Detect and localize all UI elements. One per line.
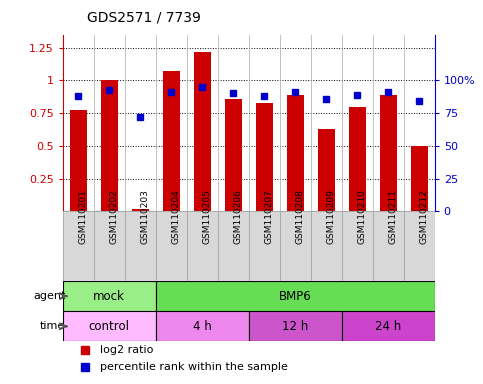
Text: agent: agent <box>33 291 65 301</box>
Bar <box>342 211 373 281</box>
Text: GSM110205: GSM110205 <box>202 189 211 244</box>
Text: GSM110212: GSM110212 <box>419 189 428 244</box>
Text: time: time <box>40 321 65 331</box>
Bar <box>342 311 435 341</box>
Text: GSM110204: GSM110204 <box>171 189 180 244</box>
Bar <box>225 99 242 211</box>
Text: GSM110209: GSM110209 <box>326 189 335 244</box>
Text: GSM110210: GSM110210 <box>357 189 366 244</box>
Text: GSM110203: GSM110203 <box>140 189 149 244</box>
Bar <box>63 211 94 281</box>
Bar <box>63 281 156 311</box>
Bar <box>249 211 280 281</box>
Bar <box>132 209 149 211</box>
Bar <box>349 106 366 211</box>
Bar <box>63 311 156 341</box>
Bar <box>163 71 180 211</box>
Bar <box>94 211 125 281</box>
Text: percentile rank within the sample: percentile rank within the sample <box>100 362 288 372</box>
Bar <box>156 211 187 281</box>
Bar <box>380 95 397 211</box>
Text: mock: mock <box>93 290 125 303</box>
Bar <box>287 95 304 211</box>
Bar <box>249 311 342 341</box>
Text: BMP6: BMP6 <box>279 290 312 303</box>
Bar <box>187 211 218 281</box>
Text: GSM110207: GSM110207 <box>264 189 273 244</box>
Bar <box>280 211 311 281</box>
Bar <box>125 211 156 281</box>
Text: control: control <box>89 320 130 333</box>
Text: log2 ratio: log2 ratio <box>100 345 154 355</box>
Text: 24 h: 24 h <box>375 320 401 333</box>
Bar <box>218 211 249 281</box>
Text: GSM110208: GSM110208 <box>295 189 304 244</box>
Bar <box>194 51 211 211</box>
Bar <box>318 129 335 211</box>
Text: GSM110201: GSM110201 <box>78 189 87 244</box>
Bar <box>311 211 342 281</box>
Text: GSM110202: GSM110202 <box>109 189 118 244</box>
Bar <box>156 311 249 341</box>
Bar <box>373 211 404 281</box>
Bar <box>101 80 118 211</box>
Text: GDS2571 / 7739: GDS2571 / 7739 <box>87 11 201 25</box>
Text: GSM110211: GSM110211 <box>388 189 397 244</box>
Text: GSM110206: GSM110206 <box>233 189 242 244</box>
Bar <box>404 211 435 281</box>
Text: 12 h: 12 h <box>282 320 308 333</box>
Bar <box>70 111 87 211</box>
Bar <box>411 146 428 211</box>
Bar <box>156 281 435 311</box>
Bar <box>256 103 273 211</box>
Text: 4 h: 4 h <box>193 320 212 333</box>
